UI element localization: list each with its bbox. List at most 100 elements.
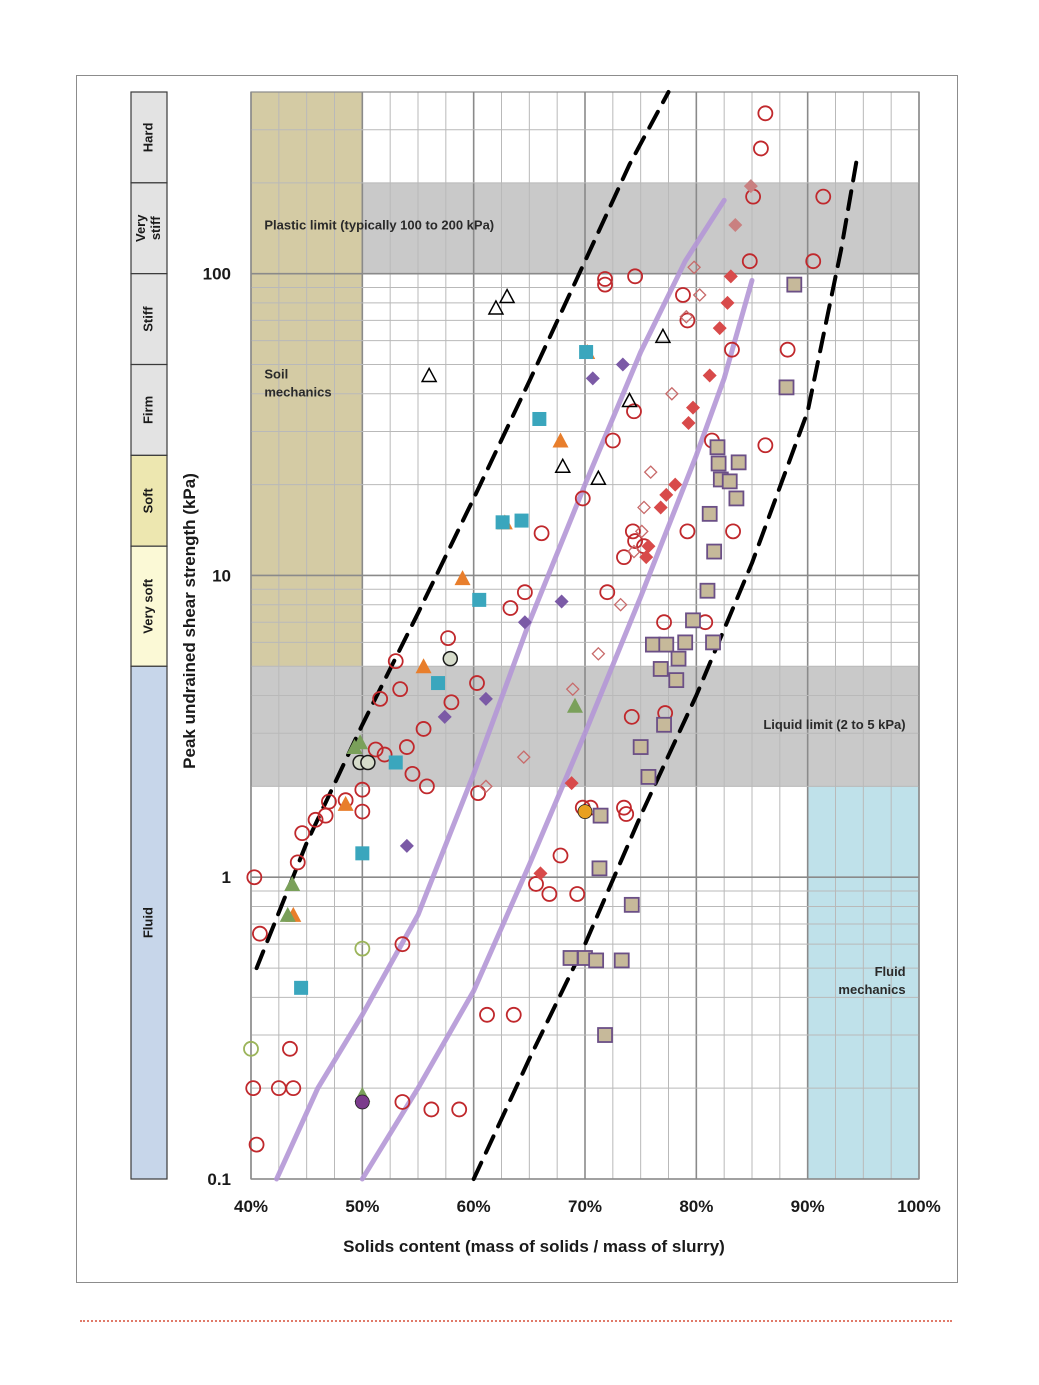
data-point xyxy=(398,739,415,755)
data-point xyxy=(679,309,694,324)
data-point xyxy=(566,697,583,713)
data-point xyxy=(725,523,741,540)
data-point xyxy=(372,690,389,707)
consistency-band-label: Very soft xyxy=(140,578,155,634)
data-point xyxy=(679,523,696,540)
data-point xyxy=(443,694,460,711)
data-point xyxy=(591,860,608,877)
data-point xyxy=(753,140,769,157)
data-point xyxy=(574,490,591,507)
data-point xyxy=(687,260,702,275)
data-point xyxy=(710,455,727,472)
x-tick-label: 60% xyxy=(457,1197,491,1216)
data-point xyxy=(786,276,803,293)
data-point xyxy=(294,980,309,995)
data-point xyxy=(728,217,743,232)
data-point xyxy=(627,544,641,559)
data-point xyxy=(514,513,529,528)
consistency-band-label: Hard xyxy=(140,123,155,153)
data-point xyxy=(478,779,493,794)
data-point xyxy=(431,676,446,691)
data-point xyxy=(502,600,519,616)
data-point xyxy=(721,473,738,490)
data-point xyxy=(307,811,324,828)
consistency-band-label: Firm xyxy=(140,396,155,424)
region-labels-layer: Plastic limit (typically 100 to 200 kPa)… xyxy=(264,218,905,998)
data-point xyxy=(498,287,516,304)
data-point xyxy=(423,1101,440,1118)
data-point xyxy=(469,675,485,691)
data-point xyxy=(656,614,672,631)
chart-svg: Plastic limit (typically 100 to 200 kPa)… xyxy=(130,90,941,1256)
trend-lines-layer xyxy=(254,90,860,1182)
data-point xyxy=(294,825,311,842)
data-point xyxy=(679,312,696,329)
data-point xyxy=(668,477,683,492)
data-point xyxy=(415,721,432,737)
data-point xyxy=(590,469,607,485)
data-point xyxy=(487,299,505,315)
data-point xyxy=(354,940,371,957)
consistency-band-stiff xyxy=(130,273,168,366)
data-point xyxy=(685,612,701,629)
data-point xyxy=(779,341,796,358)
x-tick-label: 70% xyxy=(568,1197,602,1216)
consistency-band-label: Very xyxy=(133,214,148,242)
chart-frame: Plastic limit (typically 100 to 200 kPa)… xyxy=(76,75,958,1283)
data-point xyxy=(321,793,337,810)
data-point xyxy=(472,592,487,607)
data-point xyxy=(394,1094,411,1110)
dashed-boundary-line xyxy=(254,90,671,971)
data-point xyxy=(569,886,586,902)
data-point xyxy=(516,584,533,601)
data-point xyxy=(616,549,632,566)
data-point xyxy=(757,105,774,122)
data-point xyxy=(354,1094,370,1110)
y-tick-label: 0.1 xyxy=(207,1170,231,1189)
data-point xyxy=(399,838,414,853)
purple-trend-line xyxy=(359,277,755,1182)
fluid-mechanics-label: Fluid xyxy=(875,964,906,979)
data-point xyxy=(613,597,628,612)
data-point xyxy=(658,636,675,653)
data-point xyxy=(723,269,738,284)
data-point xyxy=(604,432,621,449)
data-point xyxy=(337,795,354,811)
consistency-band-label: Stiff xyxy=(140,306,155,332)
data-point xyxy=(627,533,643,549)
data-point xyxy=(352,734,369,750)
consistency-band-label: Soft xyxy=(140,487,155,513)
plastic-limit-label: Plastic limit (typically 100 to 200 kPa) xyxy=(264,218,494,233)
data-point xyxy=(245,1080,262,1097)
plot-border xyxy=(250,91,920,1180)
data-point xyxy=(289,854,306,871)
data-point xyxy=(470,785,487,802)
data-point xyxy=(415,658,432,674)
data-point xyxy=(585,371,600,386)
data-point xyxy=(728,490,745,507)
data-point xyxy=(805,253,822,270)
data-point xyxy=(354,803,371,820)
data-point xyxy=(627,268,643,285)
data-point xyxy=(533,866,548,881)
data-point xyxy=(597,271,613,287)
consistency-band-label: Fluid xyxy=(140,907,155,938)
data-point xyxy=(243,1040,259,1057)
consistency-band-firm xyxy=(130,363,168,456)
data-point xyxy=(640,769,657,785)
data-point xyxy=(478,691,493,706)
data-point xyxy=(282,1040,298,1057)
data-point xyxy=(451,1101,468,1118)
data-point xyxy=(454,570,471,586)
data-point xyxy=(675,287,691,303)
x-tick-label: 40% xyxy=(234,1197,268,1216)
data-point xyxy=(360,754,376,771)
data-point xyxy=(552,432,569,448)
liquid-limit-label: Liquid limit (2 to 5 kPa) xyxy=(763,717,905,732)
consistency-scale: Hard Very stiff Stiff Firm Soft Very soft Fluid xyxy=(130,91,168,1180)
data-point xyxy=(528,876,544,892)
data-point xyxy=(495,515,510,530)
data-point xyxy=(577,804,593,819)
data-point xyxy=(685,400,700,415)
data-point xyxy=(677,634,694,651)
